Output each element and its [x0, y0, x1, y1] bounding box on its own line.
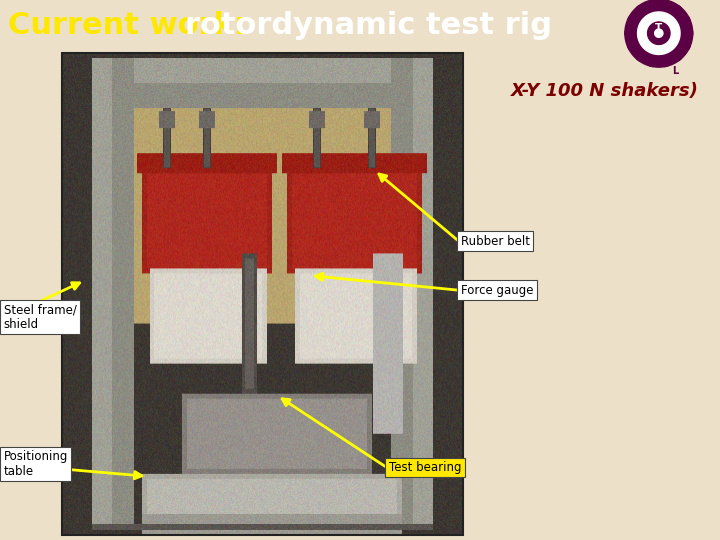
Polygon shape [649, 0, 657, 9]
Polygon shape [625, 30, 633, 37]
Text: Rubber belt: Rubber belt [461, 235, 530, 248]
Polygon shape [647, 22, 670, 44]
Polygon shape [636, 51, 646, 60]
Polygon shape [649, 58, 657, 66]
Text: rotordynamic test rig: rotordynamic test rig [185, 11, 552, 39]
Text: L: L [672, 66, 678, 76]
Polygon shape [672, 6, 681, 15]
Polygon shape [636, 6, 646, 15]
Polygon shape [628, 41, 637, 49]
Text: Force gauge: Force gauge [461, 284, 534, 296]
Polygon shape [685, 30, 693, 37]
Polygon shape [661, 0, 668, 9]
Text: Positioning
table: Positioning table [4, 450, 68, 478]
Polygon shape [637, 12, 680, 55]
Polygon shape [625, 0, 693, 67]
Polygon shape [672, 51, 681, 60]
Polygon shape [628, 17, 637, 25]
Text: T: T [655, 23, 662, 33]
Polygon shape [680, 17, 690, 25]
Bar [62, 53, 463, 535]
Text: X-Y 100 N shakers): X-Y 100 N shakers) [510, 82, 698, 100]
Polygon shape [661, 58, 668, 66]
Text: Current work:: Current work: [8, 11, 256, 39]
Text: Test bearing: Test bearing [389, 461, 462, 474]
Polygon shape [654, 29, 663, 37]
Polygon shape [680, 41, 690, 49]
Text: Steel frame/
shield: Steel frame/ shield [4, 303, 76, 331]
